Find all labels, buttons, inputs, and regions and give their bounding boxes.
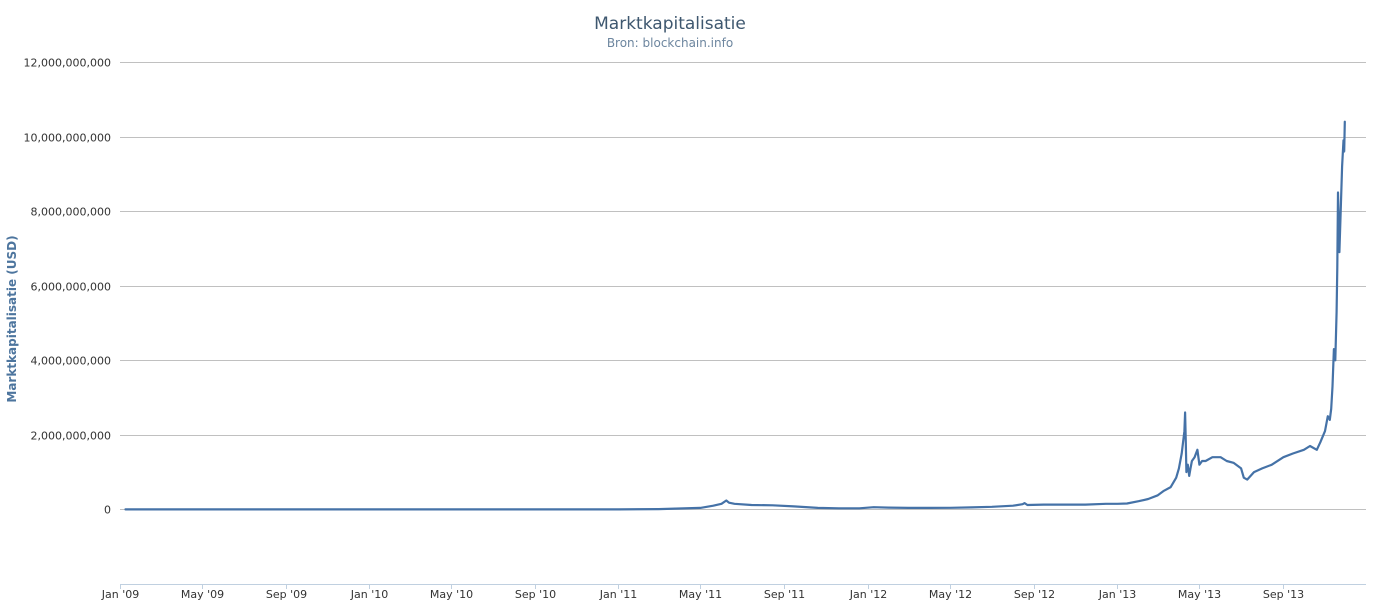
series-line bbox=[124, 120, 1346, 511]
y-tick-label: 12,000,000,000 bbox=[24, 57, 111, 70]
chart-title: Marktkapitalisatie bbox=[594, 14, 746, 34]
x-tick-label: May '11 bbox=[679, 588, 722, 601]
y-tick-label: 8,000,000,000 bbox=[31, 206, 111, 219]
y-tick-label: 10,000,000,000 bbox=[24, 132, 111, 145]
y-tick-label: 6,000,000,000 bbox=[31, 281, 111, 294]
x-tick-label: Sep '09 bbox=[266, 588, 307, 601]
x-tick-label: May '13 bbox=[1178, 588, 1221, 601]
x-tick-label: Jan '10 bbox=[350, 588, 388, 601]
x-tick-label: Jan '13 bbox=[1098, 588, 1136, 601]
x-tick-label: May '10 bbox=[430, 588, 473, 601]
x-tick-label: Sep '11 bbox=[764, 588, 805, 601]
grid-lines bbox=[120, 62, 1366, 510]
y-axis-labels: 0 2,000,000,000 4,000,000,000 6,000,000,000… bbox=[24, 57, 111, 517]
x-tick-label: Jan '11 bbox=[599, 588, 637, 601]
chart-subtitle: Bron: blockchain.info bbox=[606, 36, 734, 50]
x-tick-label: Sep '10 bbox=[515, 588, 556, 601]
y-tick-label: 2,000,000,000 bbox=[31, 430, 111, 443]
y-tick-label: 4,000,000,000 bbox=[31, 355, 111, 368]
y-tick-label: 0 bbox=[104, 504, 111, 517]
x-tick-label: Sep '12 bbox=[1014, 588, 1055, 601]
x-tick-label: May '09 bbox=[181, 588, 224, 601]
x-tick-label: Jan '09 bbox=[101, 588, 139, 601]
series-area bbox=[124, 120, 1346, 511]
x-axis: Jan '09 May '09 Sep '09 Jan '10 May '10 Sep '… bbox=[101, 584, 1366, 601]
x-tick-label: Sep '13 bbox=[1263, 588, 1304, 601]
x-tick-label: Jan '12 bbox=[849, 588, 887, 601]
x-tick-label: May '12 bbox=[929, 588, 972, 601]
